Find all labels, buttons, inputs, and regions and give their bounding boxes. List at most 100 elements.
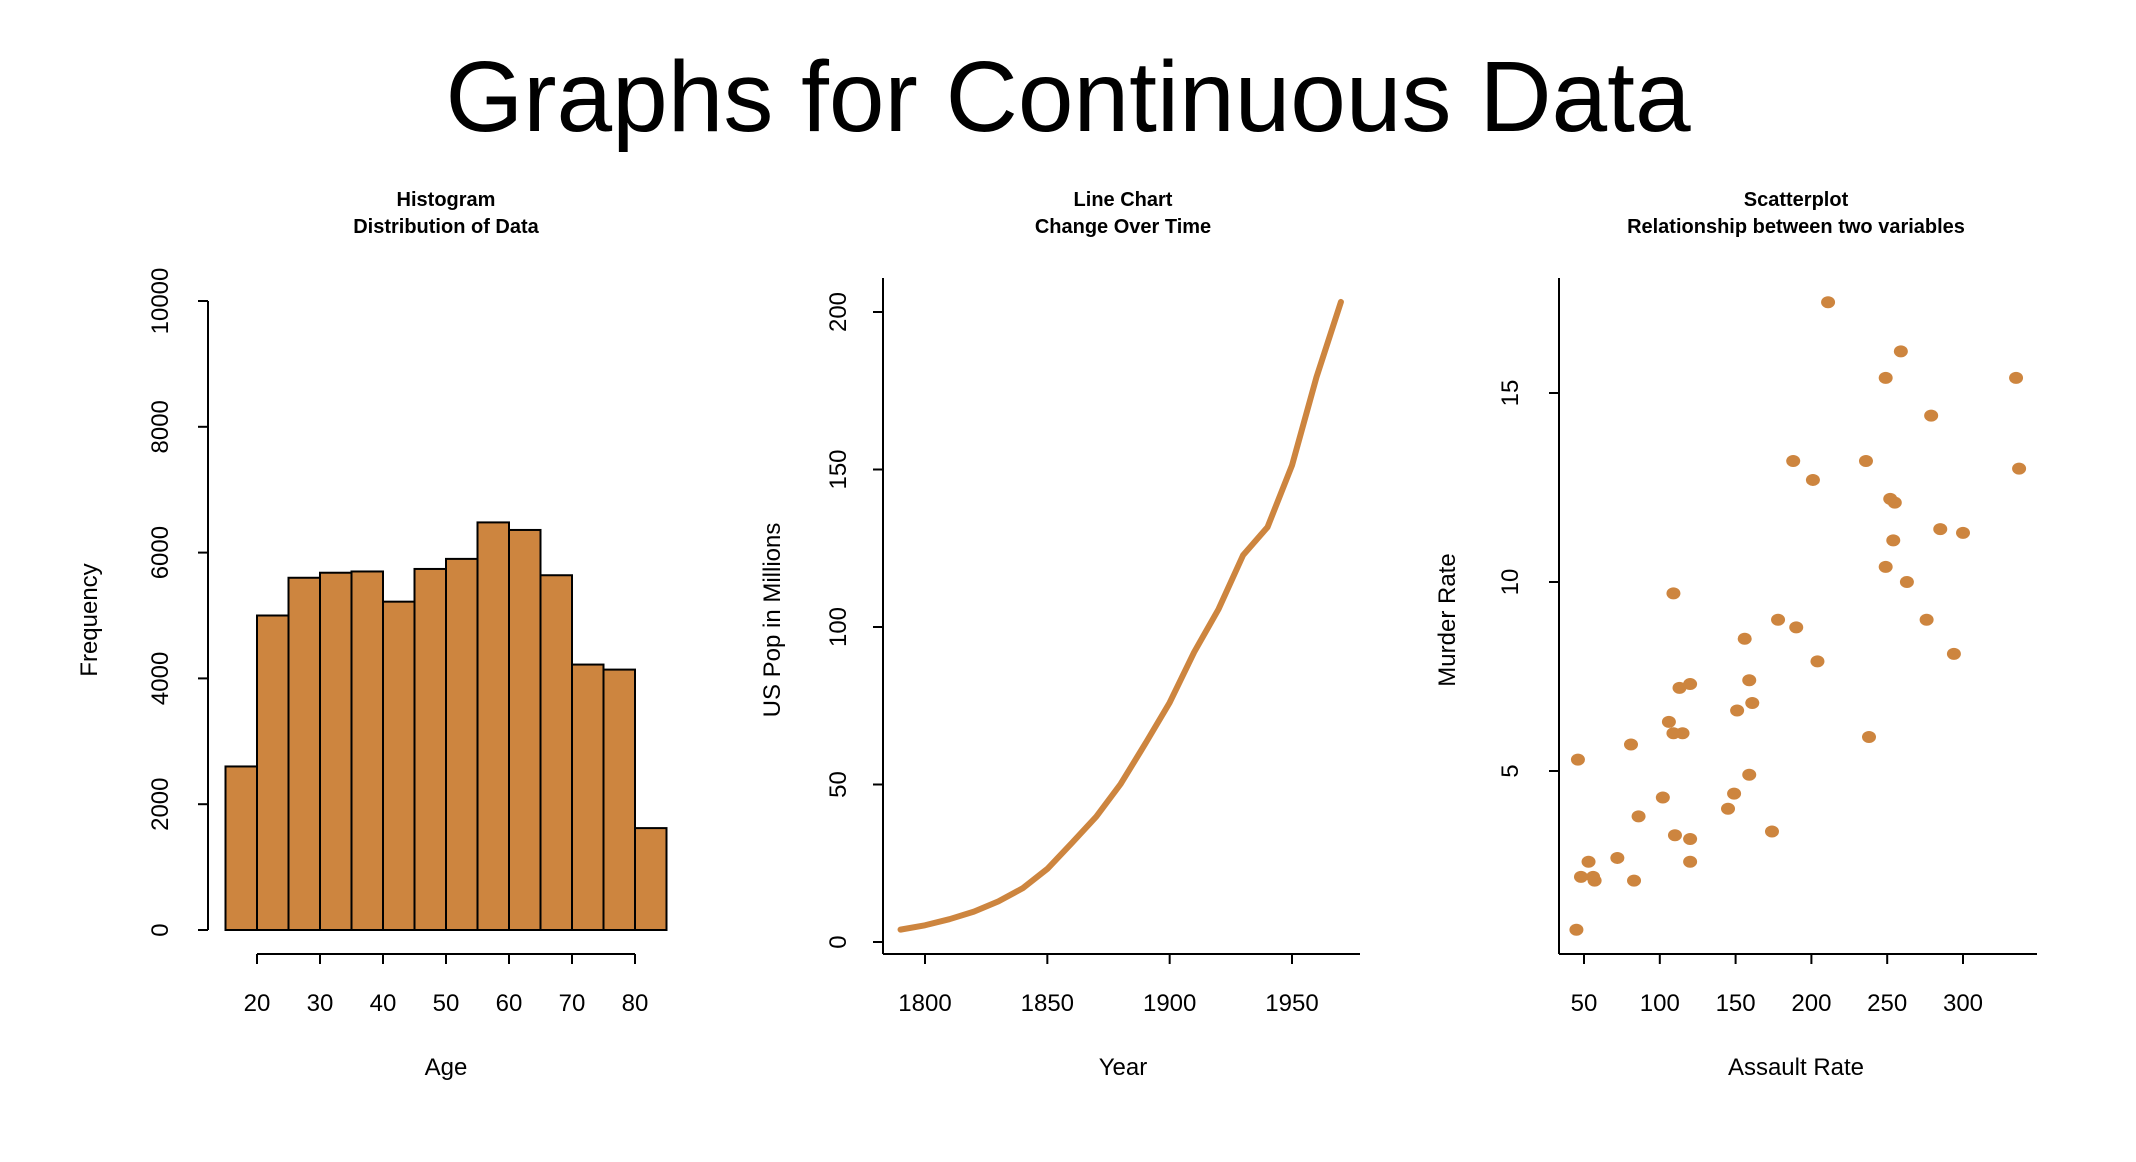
chart-subtitle: Distribution of Data xyxy=(353,216,539,238)
scatter-point xyxy=(1924,409,1939,422)
scatter-point xyxy=(1956,526,1970,539)
main-title: Graphs for Continuous Data xyxy=(445,41,1691,153)
scatter-point xyxy=(1661,715,1676,728)
x-tick-label: 100 xyxy=(1640,990,1680,1017)
scatter-point xyxy=(1878,371,1893,384)
scatter-point xyxy=(1899,576,1914,588)
scatter-point xyxy=(1742,674,1757,687)
x-tick-label: 1950 xyxy=(1265,990,1318,1017)
chart-subtitle: Relationship between two variables xyxy=(1627,216,1965,238)
scatter-point xyxy=(1821,296,1836,309)
histogram-bar xyxy=(319,571,353,932)
x-axis-label: Age xyxy=(425,1054,468,1081)
scatter-point xyxy=(1946,647,1961,660)
y-tick-label: 8000 xyxy=(147,400,174,453)
scatter-point xyxy=(1623,738,1638,751)
scatter-point xyxy=(1683,855,1698,868)
x-tick-label: 50 xyxy=(433,990,460,1017)
scatter-point xyxy=(1805,473,1820,486)
scatter-point xyxy=(1666,587,1681,600)
scatter-point xyxy=(1672,681,1687,694)
scatter-point xyxy=(1627,874,1642,887)
scatter-point xyxy=(1587,874,1602,887)
scatter-point xyxy=(1878,560,1893,573)
y-tick-label: 50 xyxy=(825,771,852,798)
histogram-bar xyxy=(539,574,573,932)
x-tick-label: 20 xyxy=(244,990,271,1017)
scatter-point xyxy=(1786,455,1801,468)
y-tick-label: 10000 xyxy=(147,268,174,335)
histogram-bar xyxy=(634,827,668,931)
y-tick-label: 0 xyxy=(825,935,852,948)
scatter-point xyxy=(1569,923,1584,936)
scatter-point xyxy=(1862,730,1877,743)
histogram-bar xyxy=(602,668,636,931)
scatter-point xyxy=(1919,613,1934,626)
y-tick-label: 5 xyxy=(1497,764,1524,777)
scatter-point xyxy=(1581,855,1596,868)
scatter-point xyxy=(1883,492,1898,505)
y-tick-label: 100 xyxy=(825,607,852,647)
x-tick-label: 30 xyxy=(307,990,334,1017)
y-tick-label: 150 xyxy=(825,449,852,489)
histogram-bar xyxy=(476,521,510,932)
scatter-point xyxy=(1886,534,1901,547)
y-tick-label: 4000 xyxy=(147,652,174,705)
chart-title: Line Chart xyxy=(1074,189,1173,211)
scatter-point xyxy=(1858,455,1873,468)
scatter-point xyxy=(1745,696,1760,709)
y-tick-label: 15 xyxy=(1497,380,1524,407)
x-tick-label: 1850 xyxy=(1021,990,1074,1017)
y-axis-label: US Pop in Millions xyxy=(759,523,786,718)
y-tick-label: 2000 xyxy=(147,778,174,831)
x-tick-label: 1900 xyxy=(1143,990,1196,1017)
histogram-bar xyxy=(413,567,447,931)
scatter-point xyxy=(1683,678,1698,691)
histogram-bar xyxy=(445,557,479,931)
x-tick-label: 60 xyxy=(496,990,523,1017)
histogram-bar xyxy=(350,570,384,931)
scatter-point xyxy=(1737,632,1752,645)
scatter-point xyxy=(1789,621,1804,634)
scatter-point xyxy=(1610,851,1625,864)
x-tick-label: 1800 xyxy=(898,990,951,1017)
scatter-point xyxy=(1810,655,1825,668)
y-axis-label: Murder Rate xyxy=(1434,553,1461,686)
histogram-bar xyxy=(256,614,290,931)
scatter-point xyxy=(1667,829,1682,842)
x-tick-label: 300 xyxy=(1943,990,1983,1017)
scatter-point xyxy=(1771,613,1786,626)
scatter-point xyxy=(2012,462,2027,475)
scatter-point xyxy=(1683,833,1698,846)
x-tick-label: 250 xyxy=(1867,990,1907,1017)
scatter-point xyxy=(1933,523,1948,536)
scatter-point xyxy=(1666,727,1681,740)
scatter-point xyxy=(1727,787,1742,800)
scatter-point xyxy=(1730,704,1745,717)
scatter-point xyxy=(1573,870,1588,883)
scatter-point xyxy=(1742,768,1757,781)
scatter-point xyxy=(2009,371,2024,384)
x-axis-label: Year xyxy=(1099,1054,1148,1081)
population-line xyxy=(897,298,1344,933)
x-tick-label: 80 xyxy=(622,990,649,1017)
scatter-point xyxy=(1655,791,1670,804)
x-tick-label: 70 xyxy=(559,990,586,1017)
chart-title: Scatterplot xyxy=(1744,189,1849,211)
y-axis-label: Frequency xyxy=(76,563,103,676)
x-tick-label: 200 xyxy=(1791,990,1831,1017)
histogram-bar xyxy=(287,576,321,931)
scatter-point xyxy=(1721,802,1736,815)
chart-subtitle: Change Over Time xyxy=(1035,216,1211,238)
histogram-bar xyxy=(571,663,605,931)
scatter-point xyxy=(1764,825,1779,838)
histogram-bar xyxy=(508,528,542,931)
y-tick-label: 10 xyxy=(1497,569,1524,596)
x-tick-label: 40 xyxy=(370,990,397,1017)
scatter-point xyxy=(1631,810,1646,823)
x-axis-label: Assault Rate xyxy=(1728,1054,1864,1081)
histogram-bar xyxy=(224,765,258,932)
x-tick-label: 50 xyxy=(1571,990,1598,1017)
chart-title: Histogram xyxy=(397,189,496,211)
